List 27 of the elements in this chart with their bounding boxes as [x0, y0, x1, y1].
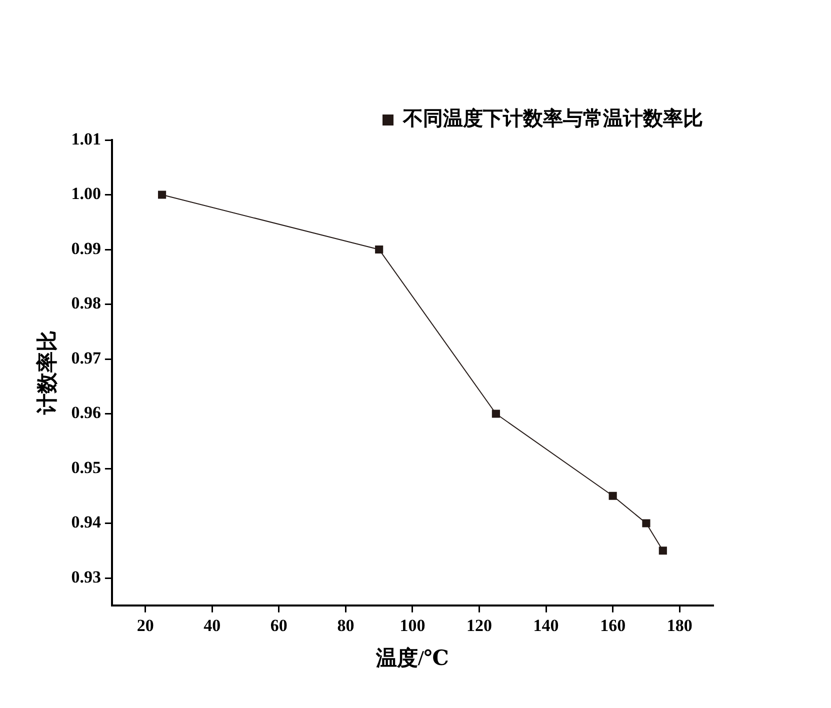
legend-label: 不同温度下计数率与常温计数率比 [402, 107, 703, 130]
y-axis-title: 计数率比 [35, 330, 60, 416]
x-tick-label: 100 [400, 616, 426, 635]
y-tick-label: 1.01 [71, 129, 101, 148]
y-tick-label: 1.00 [71, 184, 101, 204]
point [492, 410, 500, 418]
x-tick-label: 180 [666, 616, 692, 635]
point [658, 546, 667, 555]
y-tick-label: 0.93 [71, 567, 101, 586]
point [642, 519, 650, 528]
y-tick-label: 0.95 [71, 458, 101, 477]
y-tick-label: 0.94 [71, 512, 102, 532]
y-tick-label: 0.96 [71, 403, 101, 422]
x-tick-label: 80 [337, 616, 354, 635]
x-tick-label: 160 [600, 616, 626, 635]
y-tick-label: 0.99 [71, 238, 101, 258]
y-tick-label: 0.97 [71, 348, 102, 368]
y-tick-label: 0.98 [71, 294, 101, 313]
x-tick-label: 20 [136, 616, 154, 635]
x-tick-label: 140 [533, 616, 559, 635]
x-axis-title: 温度/℃ [374, 646, 449, 670]
x-tick-label: 120 [466, 616, 492, 635]
point [375, 245, 384, 254]
x-tick-label: 60 [270, 616, 288, 635]
point [158, 190, 166, 199]
point [608, 492, 617, 500]
x-tick-label: 40 [204, 616, 221, 635]
